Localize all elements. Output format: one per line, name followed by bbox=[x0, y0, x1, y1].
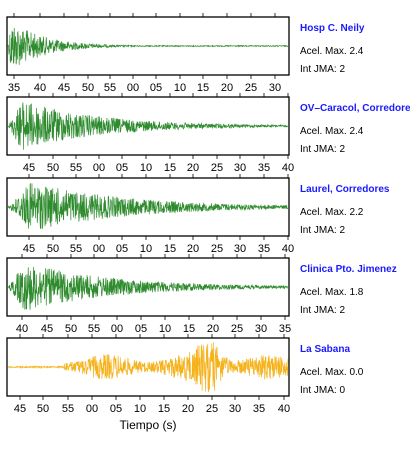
tick-label: 30 bbox=[255, 323, 267, 335]
tick-label: 05 bbox=[116, 243, 128, 255]
panel-3: 45 50 55 00 05 10 15 20 25 30 35 40 Laurel, Corredor… bbox=[6, 174, 390, 255]
tick-label: 15 bbox=[197, 82, 209, 94]
tick-label: 05 bbox=[116, 162, 128, 174]
tick-label: 45 bbox=[23, 243, 35, 255]
panel-2: 45 50 55 00 05 10 15 20 25 30 35 40 OV–Caracol, Corr… bbox=[6, 93, 410, 174]
tick-label: 25 bbox=[245, 82, 257, 94]
tick-label: 25 bbox=[211, 243, 223, 255]
trace-series-3 bbox=[7, 183, 289, 229]
tick-label: 35 bbox=[279, 323, 291, 335]
tick-label: 50 bbox=[47, 162, 59, 174]
tick-label: 55 bbox=[104, 82, 116, 94]
acceleration-max: Acel. Max. 2.4 bbox=[300, 126, 364, 137]
tick-label: 45 bbox=[14, 403, 26, 415]
acceleration-max: Acel. Max. 1.8 bbox=[300, 287, 364, 298]
tick-label: 40 bbox=[282, 162, 294, 174]
jma-intensity: Int JMA: 0 bbox=[300, 385, 345, 396]
trace-series-4 bbox=[7, 266, 289, 310]
tick-label: 40 bbox=[34, 82, 46, 94]
tick-label: 30 bbox=[234, 162, 246, 174]
jma-intensity: Int JMA: 2 bbox=[300, 64, 345, 75]
tick-label: 25 bbox=[206, 403, 218, 415]
tick-label: 15 bbox=[183, 323, 195, 335]
tick-label: 20 bbox=[187, 243, 199, 255]
station-name: La Sabana bbox=[300, 344, 350, 355]
tick-label: 00 bbox=[127, 82, 139, 94]
station-name: Hosp C. Neily bbox=[300, 23, 365, 34]
tick-label: 50 bbox=[47, 243, 59, 255]
jma-intensity: Int JMA: 2 bbox=[300, 305, 345, 316]
tick-label: 05 bbox=[135, 323, 147, 335]
tick-label: 00 bbox=[93, 162, 105, 174]
x-axis-title: Tiempo (s) bbox=[120, 418, 177, 432]
tick-label: 50 bbox=[37, 403, 49, 415]
tick-label: 15 bbox=[164, 243, 176, 255]
tick-label: 35 bbox=[258, 243, 270, 255]
tick-label: 50 bbox=[82, 82, 94, 94]
tick-label: 25 bbox=[231, 323, 243, 335]
tick-label: 10 bbox=[140, 243, 152, 255]
tick-label: 20 bbox=[207, 323, 219, 335]
panel-1: 35 40 45 50 55 00 05 10 15 20 25 30 Hosp C. Neily Ace… bbox=[6, 13, 365, 94]
station-name: Clinica Pto. Jimenez bbox=[300, 264, 397, 275]
tick-label: 15 bbox=[164, 162, 176, 174]
tick-label: 55 bbox=[70, 243, 82, 255]
panel-frame bbox=[6, 257, 290, 317]
tick-label: 00 bbox=[86, 403, 98, 415]
tick-label: 45 bbox=[41, 323, 53, 335]
tick-label: 55 bbox=[70, 162, 82, 174]
tick-label: 10 bbox=[174, 82, 186, 94]
tick-label: 35 bbox=[8, 82, 20, 94]
tick-label: 30 bbox=[269, 82, 281, 94]
panel-5: 45 50 55 00 05 10 15 20 25 30 35 40 La Sabana Acel. M… bbox=[6, 334, 364, 432]
tick-label: 50 bbox=[65, 323, 77, 335]
panel-frame bbox=[6, 16, 290, 76]
panel-frame bbox=[6, 177, 290, 237]
tick-label: 20 bbox=[187, 162, 199, 174]
tick-label: 30 bbox=[234, 243, 246, 255]
trace-series-1 bbox=[7, 27, 289, 65]
panel-4: 40 45 50 55 00 05 10 15 20 25 30 35 Clinica Pto. Jim… bbox=[6, 254, 397, 335]
tick-label: 00 bbox=[111, 323, 123, 335]
tick-label: 25 bbox=[211, 162, 223, 174]
tick-label: 35 bbox=[253, 403, 265, 415]
jma-intensity: Int JMA: 2 bbox=[300, 144, 345, 155]
tick-label: 10 bbox=[140, 162, 152, 174]
tick-label: 40 bbox=[282, 243, 294, 255]
acceleration-max: Acel. Max. 2.4 bbox=[300, 46, 364, 57]
tick-label: 45 bbox=[58, 82, 70, 94]
tick-label: 40 bbox=[16, 323, 28, 335]
tick-label: 10 bbox=[159, 323, 171, 335]
tick-label: 20 bbox=[182, 403, 194, 415]
jma-intensity: Int JMA: 2 bbox=[300, 225, 345, 236]
acceleration-max: Acel. Max. 0.0 bbox=[300, 367, 364, 378]
panel-frame bbox=[6, 337, 290, 397]
tick-label: 15 bbox=[158, 403, 170, 415]
tick-label: 55 bbox=[62, 403, 74, 415]
panel-frame bbox=[6, 96, 290, 156]
tick-label: 10 bbox=[134, 403, 146, 415]
tick-label: 05 bbox=[150, 82, 162, 94]
station-name: OV–Caracol, Corredore bbox=[300, 103, 410, 114]
tick-label: 40 bbox=[278, 403, 290, 415]
trace-series-5 bbox=[7, 342, 289, 393]
trace-series-2 bbox=[7, 102, 289, 150]
station-name: Laurel, Corredores bbox=[300, 184, 390, 195]
tick-label: 35 bbox=[258, 162, 270, 174]
tick-label: 05 bbox=[110, 403, 122, 415]
tick-label: 20 bbox=[221, 82, 233, 94]
tick-label: 30 bbox=[229, 403, 241, 415]
tick-label: 45 bbox=[23, 162, 35, 174]
tick-label: 55 bbox=[88, 323, 100, 335]
acceleration-max: Acel. Max. 2.2 bbox=[300, 207, 364, 218]
tick-label: 00 bbox=[93, 243, 105, 255]
